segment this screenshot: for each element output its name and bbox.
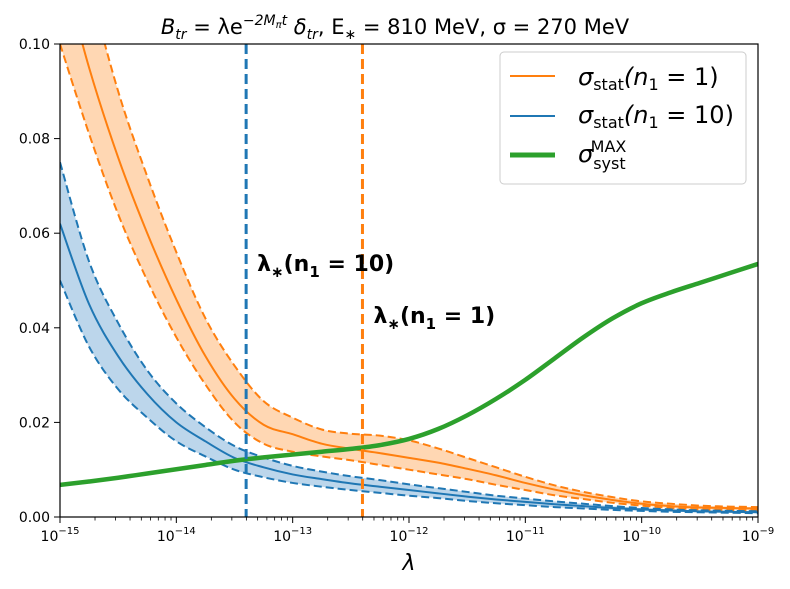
x-tick-label: 10−9 <box>742 526 775 545</box>
x-tick-label: 10−15 <box>41 526 80 545</box>
sigma_stat_n1_1-band <box>60 44 758 511</box>
y-tick-label: 0.00 <box>19 510 50 526</box>
y-tick-label: 0.04 <box>19 321 50 337</box>
sigma_stat_n1_1-lower-line <box>60 44 758 512</box>
y-tick-label: 0.02 <box>19 415 50 431</box>
legend-label-n10: σstat(n1 = 10) <box>578 101 734 132</box>
legend-label-syst: σsystMAX <box>578 137 626 173</box>
y-tick-labels: 0.00 0.02 0.04 0.06 0.08 0.10 <box>19 37 50 526</box>
sigma_stat_n1_1-upper-line <box>103 44 758 509</box>
x-tick-label: 10−13 <box>273 526 312 545</box>
x-tick-labels: 10−15 10−14 10−13 10−12 10−11 10−10 10−9 <box>41 526 775 545</box>
y-tick-label: 0.10 <box>19 37 50 53</box>
lambda-star-n1-label: λ∗(n1 = 1) <box>373 304 495 333</box>
x-tick-label: 10−14 <box>157 526 196 545</box>
x-tick-label: 10−12 <box>390 526 429 545</box>
y-tick-label: 0.06 <box>19 226 50 242</box>
sigma_stat_n1_10-upper-line <box>60 161 758 513</box>
x-axis-label: λ <box>401 551 415 576</box>
sigma_syst_MAX-line <box>60 261 758 488</box>
chart-title: Btr = λe−2Mπt δtr, E∗ = 810 MeV, σ = 270… <box>161 13 630 43</box>
x-tick-label: 10−11 <box>506 526 545 545</box>
legend: σstat(n1 = 1) σstat(n1 = 10) σsystMAX <box>499 51 747 185</box>
legend-label-n1: σstat(n1 = 1) <box>578 63 719 94</box>
axis-ticks <box>54 43 759 523</box>
y-tick-label: 0.08 <box>19 132 50 148</box>
lambda-star-n10-label: λ∗(n1 = 10) <box>257 252 394 281</box>
legend-box <box>499 51 747 185</box>
sigma_stat_n1_1-central-line <box>81 44 758 510</box>
x-tick-label: 10−10 <box>622 526 661 545</box>
sigma_stat_n1_10-lower-line <box>60 280 758 515</box>
sigma_stat_n1_10-central-line <box>60 223 758 514</box>
plot-area <box>60 44 758 517</box>
